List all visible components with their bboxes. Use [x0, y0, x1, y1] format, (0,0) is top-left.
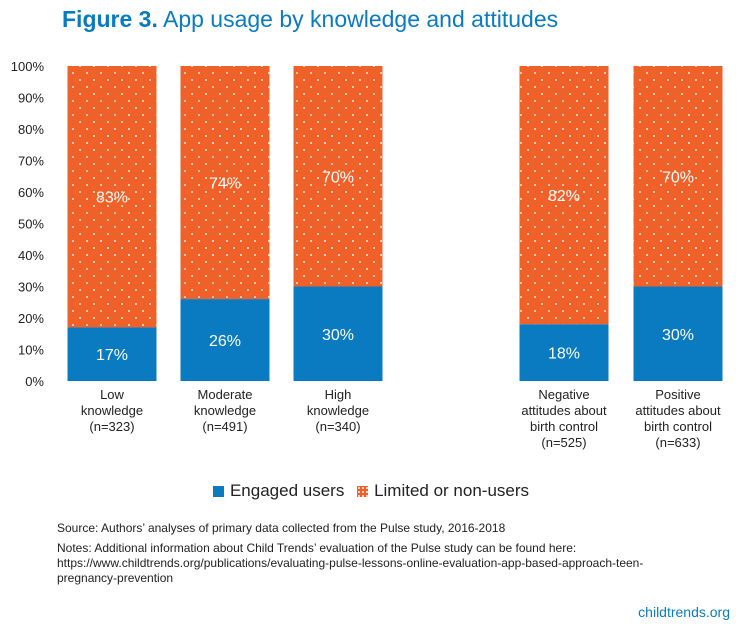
y-tick-label: 30%: [18, 280, 44, 295]
y-tick-label: 10%: [18, 343, 44, 358]
data-label-limited: 70%: [322, 169, 354, 186]
y-tick-label: 90%: [18, 91, 44, 106]
bar-segment-engaged: [633, 286, 723, 381]
stacked-bar-chart: 0% 10% 20% 30% 40% 50% 60% 70% 80% 90% 100% 83% 17% L…: [11, 59, 723, 450]
x-category-label: Moderate knowledge (n=491): [194, 387, 256, 434]
bar-segment-engaged: [180, 299, 270, 381]
data-label-limited: 74%: [209, 176, 241, 193]
legend-swatch-limited: [357, 485, 369, 497]
y-tick-label: 20%: [18, 311, 44, 326]
legend-label-engaged: Engaged users: [229, 481, 345, 500]
x-category-label: Positive attitudes about birth control (n=6…: [635, 387, 721, 450]
notes-text: Notes: Additional information about Chil…: [57, 541, 644, 585]
bar-segment-limited: [293, 66, 383, 287]
x-category-label: Negative attitudes about birth control (n=5…: [521, 387, 607, 450]
bar-segment-engaged: [67, 327, 157, 381]
bar-segment-limited: [633, 66, 723, 287]
data-label-engaged: 18%: [548, 346, 580, 363]
y-tick-label: 0%: [25, 374, 44, 389]
data-label-limited: 83%: [96, 190, 128, 207]
figure-title: App usage by knowledge and attitudes: [162, 6, 559, 32]
y-tick-label: 80%: [18, 122, 44, 137]
chart-legend: Engaged users Limited or non-users: [0, 481, 742, 502]
legend-label-limited: Limited or non-users: [374, 481, 530, 500]
data-label-engaged: 17%: [96, 347, 128, 364]
y-tick-label: 70%: [18, 154, 44, 169]
y-tick-label: 50%: [18, 217, 44, 232]
footer-link[interactable]: childtrends.org: [638, 604, 730, 620]
bar-segment-engaged: [519, 324, 609, 381]
source-note: Source: Authors’ analyses of primary dat…: [57, 521, 506, 535]
bar-segment-limited: [67, 66, 157, 328]
y-tick-label: 60%: [18, 185, 44, 200]
data-label-engaged: 30%: [322, 327, 354, 344]
legend-item-limited: Limited or non-users: [357, 481, 529, 501]
figure-number: Figure 3.: [62, 6, 158, 32]
y-tick-label: 100%: [11, 59, 45, 74]
x-category-label: Low knowledge (n=323): [81, 387, 143, 434]
x-category-label: High knowledge (n=340): [307, 387, 369, 434]
data-label-engaged: 26%: [209, 333, 241, 350]
bar-segment-engaged: [293, 286, 383, 381]
data-label-engaged: 30%: [662, 327, 694, 344]
bar-segment-limited: [180, 66, 270, 300]
legend-swatch-engaged: [212, 485, 224, 497]
bar-segment-limited: [519, 66, 609, 325]
y-tick-label: 40%: [18, 248, 44, 263]
chart-title: Figure 3. App usage by knowledge and att…: [62, 6, 558, 33]
data-label-limited: 70%: [662, 169, 694, 186]
data-label-limited: 82%: [548, 188, 580, 205]
legend-item-engaged: Engaged users: [212, 481, 345, 501]
